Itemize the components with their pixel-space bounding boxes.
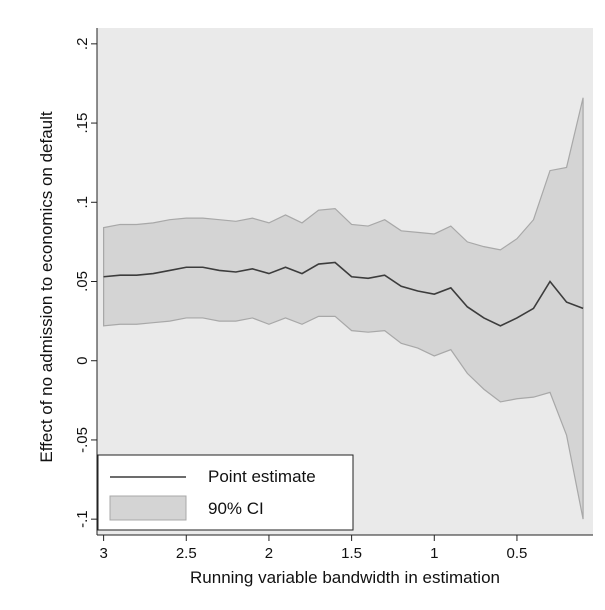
plot: -.1 -.05 0 .05 .1 .15 .2 3 2.5 2 1.5 1 0.5 Point esti… xyxy=(74,28,593,562)
y-tick-label: .1 xyxy=(74,196,91,209)
legend-label: Point estimate xyxy=(208,467,316,486)
x-tick-label: 2 xyxy=(265,545,273,562)
x-tick-label: 0.5 xyxy=(507,545,528,562)
y-axis-title: Effect of no admission to economics on d… xyxy=(37,111,56,462)
y-tick-label: .15 xyxy=(74,113,91,134)
y-tick-label: 0 xyxy=(74,357,91,365)
y-tick-label: .05 xyxy=(74,271,91,292)
x-tick-label: 3 xyxy=(99,545,107,562)
x-axis-title: Running variable bandwidth in estimation xyxy=(190,568,500,587)
x-tick-label: 1.5 xyxy=(341,545,362,562)
y-tick-label: -.1 xyxy=(74,510,91,528)
x-tick-label: 1 xyxy=(430,545,438,562)
y-tick-label: .2 xyxy=(74,38,91,51)
legend-swatch-band xyxy=(109,495,187,521)
ci-band xyxy=(103,97,584,520)
legend-label: 90% CI xyxy=(208,499,264,518)
line xyxy=(103,261,584,327)
x-tick-label: 2.5 xyxy=(176,545,197,562)
y-tick-label: -.05 xyxy=(74,427,91,453)
